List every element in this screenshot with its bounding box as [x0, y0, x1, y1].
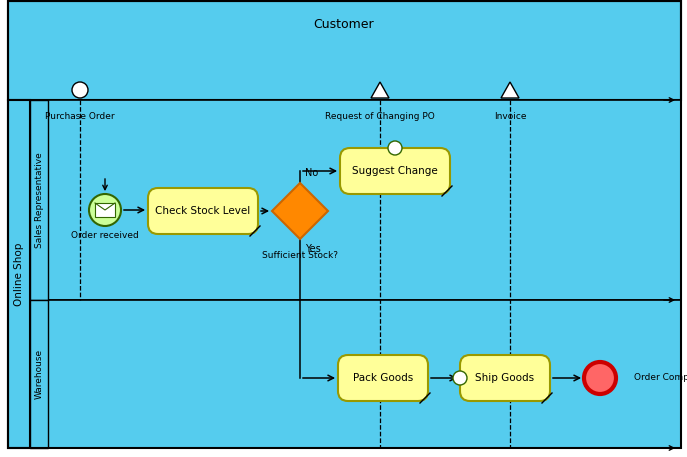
Text: Warehouse: Warehouse — [34, 349, 43, 399]
Text: Ship Goods: Ship Goods — [475, 373, 534, 383]
Text: Pack Goods: Pack Goods — [353, 373, 413, 383]
Text: Request of Changing PO: Request of Changing PO — [325, 112, 435, 121]
Text: Order Completed: Order Completed — [634, 373, 687, 383]
FancyBboxPatch shape — [460, 355, 550, 401]
Text: Order received: Order received — [71, 231, 139, 240]
Bar — [8, 1, 681, 100]
Circle shape — [584, 362, 616, 394]
Bar — [95, 203, 115, 217]
Bar — [30, 100, 48, 300]
Polygon shape — [371, 82, 389, 98]
Bar — [30, 300, 48, 448]
FancyBboxPatch shape — [340, 148, 450, 194]
Circle shape — [72, 82, 88, 98]
FancyBboxPatch shape — [338, 355, 428, 401]
Text: Sufficient Stock?: Sufficient Stock? — [262, 251, 338, 260]
Text: Purchase Order: Purchase Order — [45, 112, 115, 121]
Text: Customer: Customer — [314, 18, 374, 31]
Circle shape — [388, 141, 402, 155]
Polygon shape — [272, 183, 328, 239]
Text: Suggest Change: Suggest Change — [352, 166, 438, 176]
Text: Check Stock Level: Check Stock Level — [155, 206, 251, 216]
Bar — [30, 300, 681, 448]
Circle shape — [89, 194, 121, 226]
Text: Online Shop: Online Shop — [14, 242, 24, 306]
Text: Invoice: Invoice — [494, 112, 526, 121]
Text: No: No — [305, 168, 318, 178]
Circle shape — [453, 371, 467, 385]
Polygon shape — [501, 82, 519, 98]
Bar — [30, 100, 681, 300]
Text: Sales Representative: Sales Representative — [34, 152, 43, 248]
Text: Yes: Yes — [305, 244, 321, 254]
FancyBboxPatch shape — [148, 188, 258, 234]
Bar — [8, 100, 30, 448]
